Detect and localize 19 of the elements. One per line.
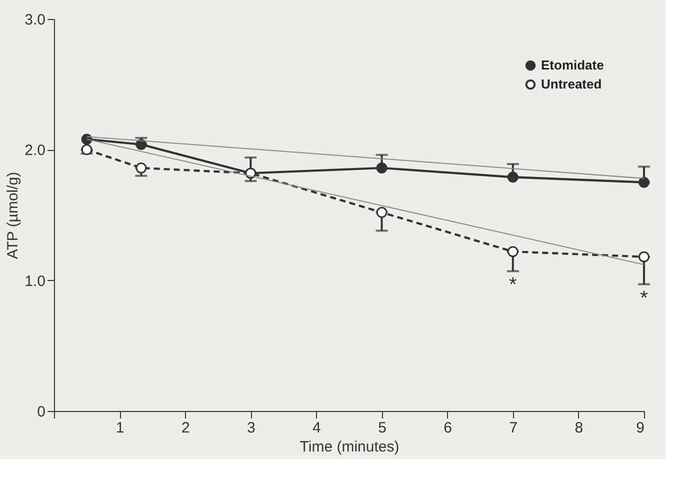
x-tick-label: 2: [181, 420, 190, 436]
annotation: *: [640, 287, 648, 310]
x-tick-label: 1: [116, 420, 124, 436]
y-tick-label: 2.0: [24, 142, 46, 160]
x-axis-title: Time (minutes): [300, 438, 400, 456]
legend-label: Untreated: [541, 76, 602, 92]
legend-label: Etomidate: [541, 58, 604, 72]
y-tick-label: 1.0: [24, 272, 46, 290]
x-tick-label: 9: [636, 420, 644, 436]
x-tick-label: 4: [312, 420, 321, 436]
y-axis-title: ATP (µmol/g): [4, 172, 22, 260]
y-tick-label: 0: [37, 404, 46, 420]
annotation: *: [508, 274, 517, 296]
x-tick-label: 3: [246, 420, 256, 436]
y-tick-label: 3.0: [24, 12, 46, 28]
x-tick-label: 7: [509, 420, 518, 436]
x-tick-label: 8: [574, 420, 584, 436]
x-tick-label: 6: [444, 420, 452, 436]
x-tick-label: 5: [378, 420, 386, 436]
